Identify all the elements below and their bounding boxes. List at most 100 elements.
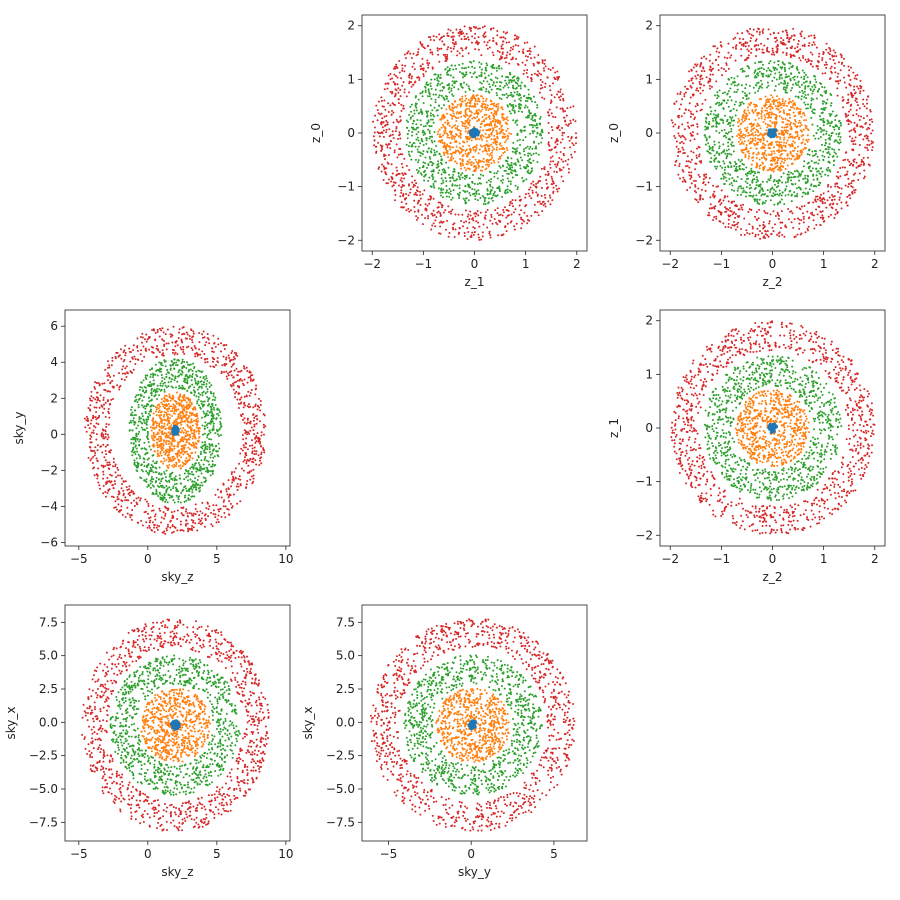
data-point (475, 192, 478, 195)
data-point (784, 167, 787, 170)
data-point (400, 189, 403, 192)
data-point (523, 94, 526, 97)
data-point (813, 108, 816, 111)
data-point (733, 189, 736, 192)
data-point (751, 128, 753, 131)
data-point (814, 152, 817, 155)
data-point (736, 121, 739, 124)
data-point (708, 120, 711, 123)
data-point (473, 165, 476, 168)
data-point (821, 57, 824, 59)
data-point (522, 150, 525, 153)
data-point (560, 158, 563, 161)
data-point (736, 88, 739, 91)
data-point (390, 109, 393, 112)
data-point (417, 126, 419, 129)
data-point (456, 149, 459, 152)
data-point (776, 48, 779, 51)
data-point (465, 71, 468, 74)
data-point (791, 212, 794, 215)
data-point (384, 82, 387, 85)
data-point (502, 136, 504, 139)
data-point (826, 98, 829, 101)
data-point (417, 210, 420, 213)
data-point (755, 125, 758, 128)
data-point (483, 72, 486, 75)
data-point (466, 215, 469, 218)
data-point (793, 191, 796, 194)
data-point (449, 212, 452, 215)
data-point (793, 170, 796, 173)
data-point (431, 164, 434, 167)
data-point (450, 210, 453, 213)
data-point (549, 68, 552, 71)
data-point (826, 122, 829, 125)
data-point (417, 131, 420, 134)
data-point (396, 156, 399, 159)
data-point (431, 109, 434, 112)
data-point (542, 204, 545, 207)
data-point (847, 93, 850, 96)
data-point (518, 93, 521, 96)
data-point (690, 69, 693, 72)
data-point (449, 146, 452, 149)
data-point (541, 137, 544, 140)
data-point (448, 159, 451, 162)
data-point (445, 97, 448, 100)
data-point (444, 176, 447, 179)
data-point (489, 236, 492, 239)
data-point (427, 179, 430, 182)
data-point (824, 142, 827, 145)
data-point (539, 132, 542, 135)
data-point (373, 126, 376, 129)
data-point (808, 42, 811, 45)
data-point (757, 27, 760, 30)
data-point (495, 81, 498, 84)
data-point (683, 95, 686, 98)
data-point (451, 106, 454, 109)
data-point (759, 140, 762, 143)
data-point (410, 103, 413, 106)
data-point (458, 187, 461, 190)
data-point (465, 73, 468, 76)
data-point (700, 57, 703, 60)
data-point (789, 171, 792, 174)
data-point (822, 117, 825, 120)
data-point (863, 135, 866, 138)
data-point (478, 88, 481, 91)
data-point (817, 55, 820, 58)
data-point (754, 55, 757, 58)
data-point (495, 67, 498, 70)
data-point (719, 211, 722, 214)
data-point (740, 84, 743, 87)
data-point (732, 81, 735, 84)
data-point (740, 43, 743, 46)
data-point (433, 106, 436, 109)
data-point (753, 178, 756, 181)
data-point (836, 210, 839, 213)
data-point (416, 119, 419, 122)
data-point (707, 211, 710, 214)
data-point (391, 185, 394, 188)
data-point (855, 166, 858, 169)
data-point (784, 181, 787, 184)
data-point (384, 172, 387, 175)
data-point (799, 174, 802, 177)
data-point (842, 106, 845, 109)
data-point (720, 129, 723, 132)
data-point (735, 205, 738, 208)
data-point (778, 194, 781, 197)
data-point (402, 194, 405, 197)
data-point (436, 211, 439, 214)
data-point (828, 53, 831, 56)
data-point (836, 125, 839, 128)
data-point (766, 195, 769, 198)
data-point (429, 118, 432, 121)
data-point (762, 51, 765, 54)
data-point (744, 173, 747, 176)
data-point (729, 121, 732, 124)
data-point (784, 224, 787, 227)
data-point (781, 221, 784, 224)
data-point (412, 185, 415, 188)
